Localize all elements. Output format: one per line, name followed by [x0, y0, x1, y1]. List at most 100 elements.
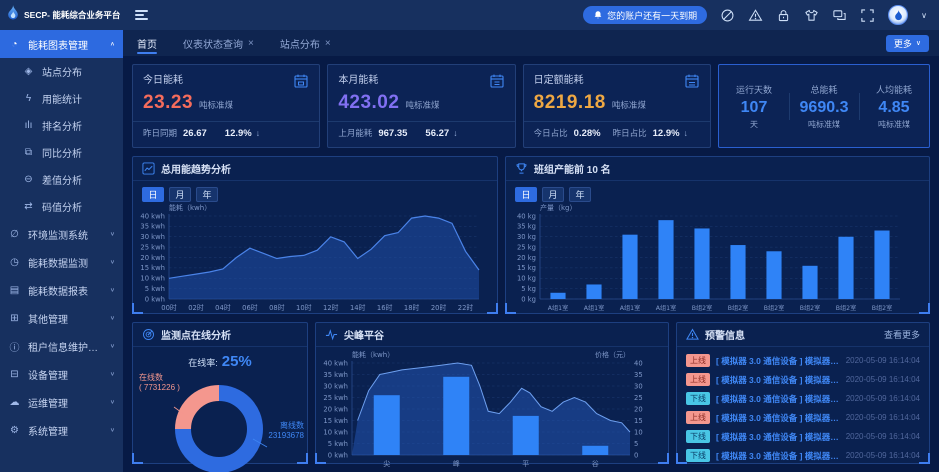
period-月[interactable]: 月	[542, 187, 564, 202]
svg-text:峰: 峰	[453, 459, 460, 468]
period-年[interactable]: 年	[196, 187, 218, 202]
svg-text:20时: 20时	[431, 303, 447, 312]
trend-panel: 总用能趋势分析 日月年 0 kwh 5 kwh 10 kwh 15 kwh 20 kwh…	[132, 156, 498, 314]
status-badge: 上线	[686, 354, 710, 367]
sidebar-group-8[interactable]: ⚙ 系统管理 ∨	[0, 416, 123, 444]
period-月[interactable]: 月	[169, 187, 191, 202]
warning-row-0[interactable]: 上线[ 模拟器 3.0 通信设备 ] 模拟器 3.0... 2020-05-09 …	[686, 351, 920, 370]
sidebar-item-0-4[interactable]: ⊖ 差值分析	[0, 166, 123, 193]
svg-text:A组1室: A组1室	[584, 304, 605, 312]
ranking-panel: 班组产能前 10 名 日月年 0 kg 5 kg 10 kg 15 kg 20 kg 25…	[505, 156, 930, 314]
compare-icon: ⧉	[24, 147, 33, 158]
screens-icon[interactable]	[832, 8, 847, 23]
pulse-icon	[325, 328, 338, 341]
tab-1[interactable]: 仪表状态查询 ×	[183, 37, 254, 51]
sidebar-group-5[interactable]: ⓘ 租户信息维护管理 ∨	[0, 332, 123, 360]
sidebar-menu: ◔ 能耗图表管理 ∧ ◈ 站点分布 ϟ 用能统计 ılı 排名分析 ⧉ 同比分析 ⊖ 差值分析 ⇄ 码值分析…	[0, 30, 123, 444]
period-日[interactable]: 日	[515, 187, 537, 202]
chevron-down-icon: ∨	[109, 343, 115, 350]
svg-text:20 kg: 20 kg	[517, 254, 536, 262]
close-tab-icon[interactable]: ×	[248, 37, 254, 49]
trend-period-switch: 日月年	[133, 181, 497, 202]
main-column: 您的账户还有一天到期 ∨ 首页 仪表状态查询 × 站点分布 × 更多 ∨ 今日能耗 23.…	[123, 0, 939, 472]
tab-2[interactable]: 站点分布 ×	[279, 37, 331, 51]
online-rate-value: 25%	[221, 353, 252, 370]
chevron-down-icon: ∨	[109, 315, 115, 322]
sidebar-group-label: 租户信息维护管理	[28, 342, 103, 354]
period-年[interactable]: 年	[569, 187, 591, 202]
ban-icon[interactable]	[720, 8, 735, 23]
view-more-link[interactable]: 查看更多	[883, 330, 920, 340]
sidebar-item-0-3[interactable]: ⧉ 同比分析	[0, 139, 123, 166]
sidebar-group-1[interactable]: ∅ 环境监测系统 ∨	[0, 220, 123, 248]
svg-text:20 kwh: 20 kwh	[323, 405, 348, 413]
sidebar-group-2[interactable]: ◷ 能耗数据监测 ∨	[0, 248, 123, 276]
svg-text:40: 40	[634, 359, 643, 367]
svg-text:10 kg: 10 kg	[517, 275, 536, 283]
online-panel-header: 监测点在线分析	[133, 323, 307, 347]
fullscreen-icon[interactable]	[860, 8, 875, 23]
tab-0[interactable]: 首页	[137, 30, 157, 56]
more-button-label: 更多	[893, 38, 912, 49]
sidebar-group-label: 能耗数据监测	[28, 258, 88, 270]
svg-text:00时: 00时	[161, 303, 177, 312]
site-distribution-icon: ◈	[24, 66, 33, 77]
sidebar-item-0-1[interactable]: ϟ 用能统计	[0, 85, 123, 112]
ranking-panel-title: 班组产能前 10 名	[534, 165, 611, 176]
chevron-down-icon: ∨	[109, 399, 115, 406]
svg-text:价格（元）: 价格（元）	[595, 350, 630, 359]
svg-text:15 kwh: 15 kwh	[323, 417, 348, 425]
dashboard-content: 今日能耗 23.23 吨标准煤 昨日同期 26.67 12.9% ↓ 本月能耗 423.02 吨标…	[123, 56, 939, 472]
status-badge: 上线	[686, 373, 710, 386]
more-button[interactable]: 更多 ∨	[885, 34, 929, 52]
close-tab-icon[interactable]: ×	[324, 37, 331, 49]
online-panel: 监测点在线分析 在线率: 25% 在线数 ( 7731226 ) 离线数 2319…	[132, 322, 308, 472]
logo[interactable]: SECP- 能耗综合业务平台	[0, 0, 123, 30]
device-mgmt-icon: ⊟	[10, 368, 19, 380]
svg-text:A组1室: A组1室	[548, 304, 569, 312]
svg-text:25 kwh: 25 kwh	[140, 243, 165, 251]
period-日[interactable]: 日	[142, 187, 164, 202]
bell-icon	[593, 10, 603, 20]
avatar[interactable]	[888, 5, 909, 25]
sidebar-group-3[interactable]: ▤ 能耗数据报表 ∨	[0, 276, 123, 304]
account-expiry-notice[interactable]: 您的账户还有一天到期	[583, 6, 708, 24]
user-caret-icon[interactable]: ∨	[921, 10, 927, 20]
ranking-panel-header: 班组产能前 10 名	[506, 157, 929, 181]
sidebar-group-4[interactable]: ⊞ 其他管理 ∨	[0, 304, 123, 332]
warning-row-3[interactable]: 上线[ 模拟器 3.0 通信设备 ] 模拟器 3.0... 2020-05-09 …	[686, 408, 920, 427]
svg-text:08时: 08时	[269, 303, 285, 312]
chevron-down-icon: ∨	[109, 259, 115, 266]
svg-text:A组1室: A组1室	[656, 304, 677, 312]
svg-text:35: 35	[634, 371, 643, 379]
svg-text:5: 5	[634, 440, 638, 448]
svg-text:12时: 12时	[323, 303, 339, 312]
chevron-down-icon: ∨	[109, 287, 115, 294]
ranking-chart: 0 kg 5 kg 10 kg 15 kg 20 kg 25 kg 30 kg 35 kg 40…	[506, 202, 929, 313]
warning-row-1[interactable]: 上线[ 模拟器 3.0 通信设备 ] 模拟器 3.0... 2020-05-09 …	[686, 370, 920, 389]
svg-text:0 kwh: 0 kwh	[328, 451, 348, 459]
warning-row-5[interactable]: 下线[ 模拟器 3.0 通信设备 ] 模拟器 3.0... 2020-05-09 …	[686, 446, 920, 463]
svg-text:0 kg: 0 kg	[521, 295, 536, 303]
sidebar-item-0-5[interactable]: ⇄ 码值分析	[0, 193, 123, 220]
sidebar-group-6[interactable]: ⊟ 设备管理 ∨	[0, 360, 123, 388]
skin-icon[interactable]	[804, 8, 819, 23]
svg-text:25 kwh: 25 kwh	[323, 394, 348, 402]
sidebar-item-0-2[interactable]: ılı 排名分析	[0, 112, 123, 139]
sidebar-group-7[interactable]: ☁ 运维管理 ∨	[0, 388, 123, 416]
sidebar-item-0-0[interactable]: ◈ 站点分布	[0, 58, 123, 85]
svg-text:04时: 04时	[215, 303, 231, 312]
menu-collapse-icon[interactable]	[135, 10, 148, 20]
warning-row-4[interactable]: 下线[ 模拟器 3.0 通信设备 ] 模拟器 3.0... 2020-05-09 …	[686, 427, 920, 446]
warning-icon[interactable]	[748, 8, 763, 23]
svg-text:25: 25	[634, 394, 643, 402]
warning-row-2[interactable]: 下线[ 模拟器 3.0 通信设备 ] 模拟器 3.0... 2020-05-09 …	[686, 389, 920, 408]
online-donut-svg	[173, 385, 268, 472]
sidebar-group-0[interactable]: ◔ 能耗图表管理 ∧	[0, 30, 123, 58]
svg-text:15 kg: 15 kg	[517, 264, 536, 272]
svg-text:22时: 22时	[458, 303, 474, 312]
svg-text:18时: 18时	[404, 303, 420, 312]
energy-stats-icon: ϟ	[25, 93, 32, 104]
data-report-icon: ▤	[9, 284, 20, 296]
lock-icon[interactable]	[776, 8, 791, 23]
